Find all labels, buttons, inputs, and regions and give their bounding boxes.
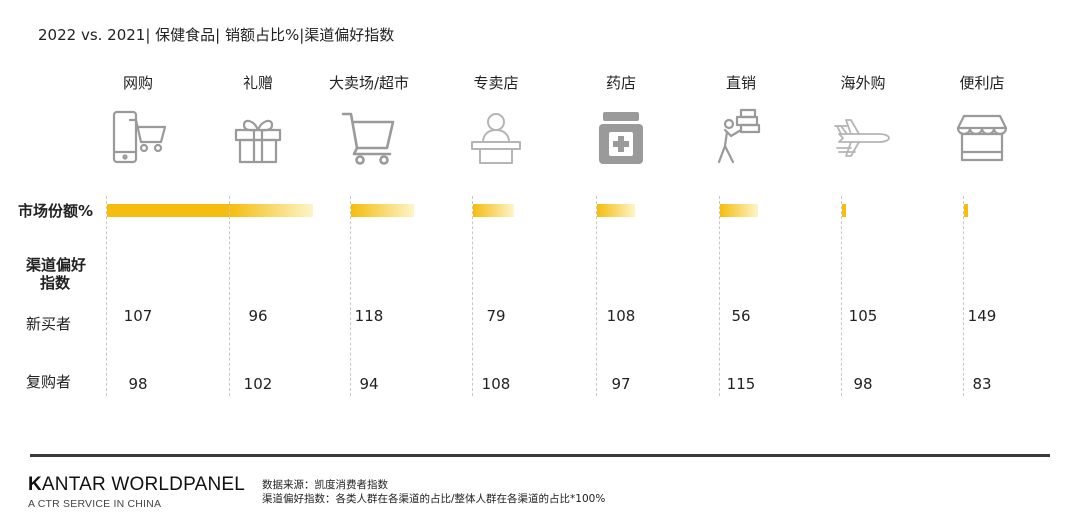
channel-label: 直销	[725, 74, 756, 92]
repeat-buyers-value: 98	[128, 375, 148, 393]
row-label-market-share: 市场份额%	[18, 202, 94, 220]
new-buyers-value: 107	[123, 307, 153, 325]
channel-label: 药店	[605, 74, 636, 92]
gift-box-icon	[228, 106, 288, 168]
row-label-preference-line2: 指数	[40, 274, 71, 292]
preference-index-note: 渠道偏好指数：各类人群在各渠道的占比/整体人群在各渠道的占比*100%	[262, 493, 606, 505]
delivery-person-icon	[711, 106, 771, 168]
repeat-buyers-value: 98	[853, 375, 873, 393]
column-divider	[350, 196, 351, 396]
chart-title: 2022 vs. 2021| 保健食品| 销额占比%|渠道偏好指数	[38, 26, 395, 44]
column-divider	[106, 196, 107, 396]
new-buyers-value: 96	[248, 307, 268, 325]
brand-initial: K	[28, 474, 42, 495]
column-divider	[841, 196, 842, 396]
footer-divider	[30, 454, 1050, 457]
column-divider	[472, 196, 473, 396]
repeat-buyers-value: 97	[611, 375, 631, 393]
brand-tagline: A CTR SERVICE IN CHINA	[28, 498, 162, 510]
channel-label: 专卖店	[473, 74, 519, 92]
row-label-preference-line1: 渠道偏好	[26, 256, 87, 274]
channel-label: 网购	[122, 74, 153, 92]
data-source-note: 数据来源：凯度消费者指数	[262, 479, 388, 491]
shopping-cart-icon	[339, 106, 399, 168]
shop-counter-icon	[466, 106, 526, 168]
new-buyers-value: 56	[731, 307, 751, 325]
repeat-buyers-value: 102	[243, 375, 273, 393]
market-share-bar	[842, 204, 846, 217]
market-share-bar	[230, 204, 313, 217]
market-share-bar	[964, 204, 968, 217]
channel-label: 大卖场/超市	[328, 74, 410, 92]
row-label-new-buyers: 新买者	[26, 315, 72, 333]
column-divider	[229, 196, 230, 396]
market-share-bar	[473, 204, 514, 217]
repeat-buyers-value: 108	[481, 375, 511, 393]
new-buyers-value: 118	[354, 307, 384, 325]
phone-cart-icon	[108, 106, 168, 168]
new-buyers-value: 149	[967, 307, 997, 325]
kantar-logo: KANTAR WORLDPANEL	[28, 474, 245, 496]
channel-label: 便利店	[959, 74, 1005, 92]
repeat-buyers-value: 83	[972, 375, 992, 393]
storefront-icon	[952, 106, 1012, 168]
column-divider	[963, 196, 964, 396]
medicine-bottle-icon	[591, 106, 651, 168]
column-divider	[596, 196, 597, 396]
row-label-repeat-buyers: 复购者	[26, 373, 72, 391]
channel-label: 海外购	[840, 74, 886, 92]
new-buyers-value: 105	[848, 307, 878, 325]
new-buyers-value: 108	[606, 307, 636, 325]
repeat-buyers-value: 115	[726, 375, 756, 393]
airplane-icon	[833, 106, 893, 168]
channel-label: 礼赠	[242, 74, 273, 92]
brand-name: ANTAR WORLDPANEL	[41, 474, 246, 495]
market-share-bar	[720, 204, 758, 217]
new-buyers-value: 79	[486, 307, 506, 325]
column-divider	[719, 196, 720, 396]
repeat-buyers-value: 94	[359, 375, 379, 393]
market-share-bar	[351, 204, 414, 217]
market-share-bar	[597, 204, 635, 217]
